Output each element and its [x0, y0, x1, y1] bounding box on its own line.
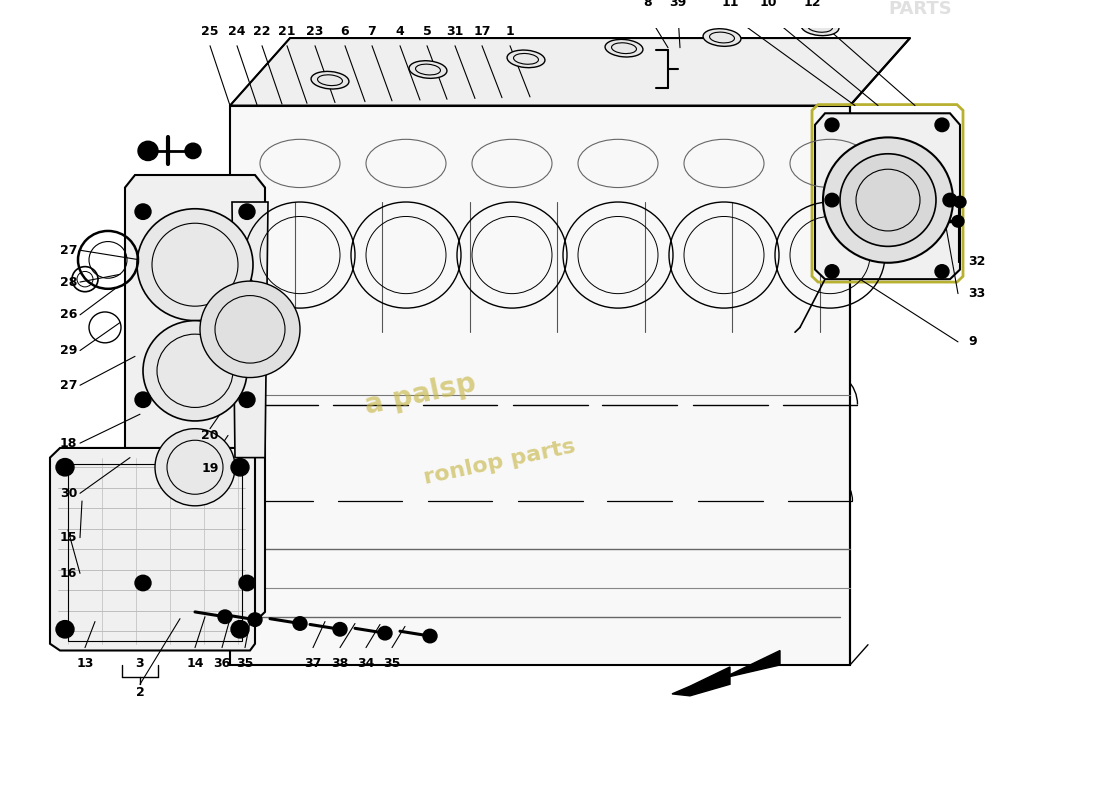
Text: 15: 15 [60, 531, 77, 544]
Text: 4: 4 [396, 25, 405, 38]
Text: 20: 20 [201, 429, 219, 442]
Circle shape [823, 138, 953, 262]
Text: 33: 33 [968, 287, 986, 300]
Polygon shape [232, 202, 268, 458]
Polygon shape [230, 106, 850, 665]
Text: 6: 6 [341, 25, 350, 38]
Text: 37: 37 [305, 658, 321, 670]
Circle shape [56, 621, 74, 638]
Text: 17: 17 [473, 25, 491, 38]
Text: 14: 14 [186, 658, 204, 670]
Circle shape [155, 429, 235, 506]
Circle shape [954, 196, 966, 208]
Circle shape [825, 265, 839, 278]
Polygon shape [815, 114, 960, 279]
Text: 25: 25 [201, 25, 219, 38]
Text: 19: 19 [201, 462, 219, 475]
Text: 13: 13 [76, 658, 94, 670]
Polygon shape [50, 448, 255, 650]
Circle shape [825, 194, 839, 207]
Ellipse shape [801, 18, 839, 36]
Text: ronlop parts: ronlop parts [422, 437, 578, 488]
Text: 38: 38 [331, 658, 349, 670]
Polygon shape [672, 650, 780, 696]
Circle shape [185, 143, 201, 158]
Circle shape [248, 613, 262, 626]
Text: 7: 7 [367, 25, 376, 38]
Text: 8: 8 [644, 0, 652, 9]
Circle shape [943, 194, 957, 207]
Circle shape [952, 215, 964, 227]
Text: 35: 35 [383, 658, 400, 670]
Text: 34: 34 [358, 658, 375, 670]
Circle shape [825, 118, 839, 132]
Text: 16: 16 [60, 567, 77, 580]
Circle shape [239, 204, 255, 219]
Ellipse shape [409, 61, 447, 78]
Circle shape [135, 575, 151, 590]
Text: 24: 24 [229, 25, 245, 38]
Text: PARTS: PARTS [888, 0, 952, 18]
Text: 23: 23 [306, 25, 323, 38]
Text: 11: 11 [722, 0, 739, 9]
Circle shape [135, 392, 151, 407]
Text: 22: 22 [253, 25, 271, 38]
Text: 27: 27 [60, 378, 77, 392]
Circle shape [333, 622, 346, 636]
Text: 39: 39 [670, 0, 686, 9]
Ellipse shape [703, 29, 741, 46]
Circle shape [293, 617, 307, 630]
Text: 3: 3 [135, 658, 144, 670]
Circle shape [424, 630, 437, 642]
Ellipse shape [507, 50, 544, 68]
Circle shape [56, 458, 74, 476]
Text: 35: 35 [236, 658, 254, 670]
Circle shape [143, 321, 248, 421]
Text: 27: 27 [60, 244, 77, 257]
Text: 21: 21 [278, 25, 296, 38]
Circle shape [231, 621, 249, 638]
Text: a palsp: a palsp [362, 370, 478, 420]
Ellipse shape [605, 39, 642, 57]
Text: 28: 28 [60, 275, 77, 289]
Circle shape [218, 610, 232, 623]
Text: 29: 29 [60, 344, 77, 357]
Text: 10: 10 [759, 0, 777, 9]
Circle shape [231, 458, 249, 476]
Text: 1: 1 [506, 25, 515, 38]
Circle shape [138, 142, 158, 161]
Circle shape [239, 575, 255, 590]
Text: 2: 2 [135, 686, 144, 699]
Text: 9: 9 [968, 335, 977, 348]
Ellipse shape [311, 71, 349, 89]
Circle shape [935, 265, 949, 278]
Text: 5: 5 [422, 25, 431, 38]
Circle shape [378, 626, 392, 640]
Circle shape [840, 154, 936, 246]
Text: 32: 32 [968, 255, 986, 268]
Text: 36: 36 [213, 658, 231, 670]
Circle shape [935, 118, 949, 132]
Polygon shape [230, 38, 910, 106]
Circle shape [239, 392, 255, 407]
Circle shape [135, 204, 151, 219]
Text: 18: 18 [60, 437, 77, 450]
Circle shape [200, 281, 300, 378]
Polygon shape [125, 175, 265, 622]
Text: 31: 31 [447, 25, 464, 38]
Circle shape [138, 209, 253, 321]
Text: 12: 12 [803, 0, 821, 9]
Text: 30: 30 [60, 486, 77, 500]
Text: 26: 26 [60, 308, 77, 322]
